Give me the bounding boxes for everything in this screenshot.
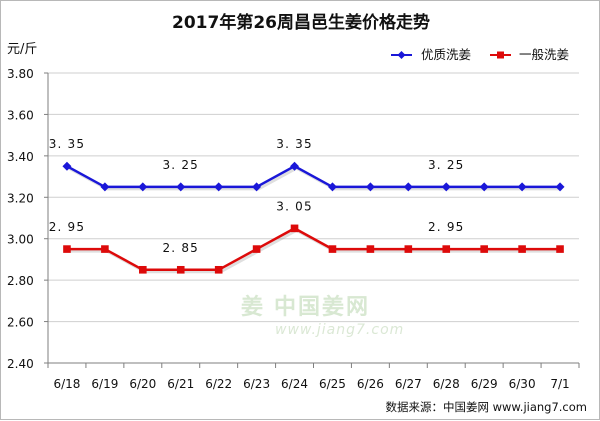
series-1-point-3 (176, 265, 185, 274)
series-0-point-4 (214, 182, 224, 192)
watermark-logo-icon: 姜 (241, 294, 265, 320)
series-1-point-9 (404, 245, 413, 253)
series-0-point-10 (441, 182, 451, 192)
watermark-url: www.jiang7.com (275, 322, 404, 338)
axes: 2.40 2.60 2.80 3.00 3.20 3.40 3.60 3.80 6/18 6/19… (7, 67, 580, 391)
legend-square-icon (497, 51, 504, 59)
x-tick-label-6-22: 6/22 (205, 377, 232, 391)
x-tick-label-6-23: 6/23 (243, 377, 270, 391)
series-0-point-11 (479, 182, 489, 192)
x-tick-label-6-18: 6/18 (53, 377, 80, 391)
series-line-1 (66, 226, 561, 272)
series-1-point-2 (139, 265, 147, 274)
x-tick-label-6-30: 6/30 (509, 377, 536, 391)
y-tick-label-3.60: 3.60 (7, 108, 34, 122)
x-tick-label-6-21: 6/21 (167, 377, 194, 391)
y-tick-label-3.00: 3.00 (7, 233, 34, 247)
series-0-point-6 (290, 161, 300, 171)
series-1-point-8 (366, 245, 375, 253)
series-line-0 (66, 164, 561, 189)
x-tick-label-6-19: 6/19 (91, 377, 118, 391)
x-tick-label-6-28: 6/28 (433, 377, 460, 391)
legend-diamond-icon (397, 51, 406, 59)
data-label-5: 2. 85 (162, 241, 199, 255)
data-labels: 3. 35 3. 25 3. 35 3. 25 2. 95 2. 85 3. 05 2. 95 (49, 137, 465, 255)
watermark-text: 中国姜网 (274, 294, 370, 320)
series-1-point-1 (101, 245, 109, 253)
chart-title: 2017年第26周昌邑生姜价格走势 (172, 12, 430, 33)
series-1-point-5 (252, 245, 261, 253)
series-0-point-9 (403, 182, 413, 192)
series-1-point-0 (63, 245, 71, 253)
data-label-1: 3. 25 (162, 158, 199, 172)
y-tick-label-2.80: 2.80 (7, 274, 34, 288)
data-label-7: 2. 95 (428, 220, 465, 234)
series-0-point-5 (252, 182, 262, 192)
y-tick-label-3.80: 3.80 (7, 67, 34, 81)
series-0-point-8 (365, 182, 375, 192)
legend-label-1: 一般洗姜 (519, 47, 569, 62)
watermark: 姜 中国姜网 www.jiang7.com (241, 294, 404, 338)
series-group (62, 161, 565, 274)
series-1-point-12 (518, 245, 526, 253)
y-tick-label-2.40: 2.40 (7, 357, 34, 371)
data-label-4: 2. 95 (49, 220, 86, 234)
series-0-point-0 (62, 161, 72, 171)
x-tick-label-6-27: 6/27 (395, 377, 422, 391)
series-1-point-10 (442, 245, 451, 253)
x-tick-label-6-26: 6/26 (357, 377, 384, 391)
data-label-6: 3. 05 (276, 199, 313, 213)
data-label-0: 3. 35 (49, 137, 86, 151)
series-1-point-11 (480, 245, 488, 253)
y-tick-label-3.20: 3.20 (7, 191, 34, 205)
source-note: 数据来源：中国姜网 www.jiang7.com (385, 400, 587, 414)
series-shadow-1 (68, 228, 563, 274)
series-1-point-13 (556, 245, 564, 253)
series-0-point-7 (327, 182, 337, 192)
y-tick-label-3.40: 3.40 (7, 150, 34, 164)
grid-lines (48, 72, 579, 323)
x-tick-label-6-29: 6/29 (471, 377, 498, 391)
legend-label-0: 优质洗姜 (421, 47, 471, 62)
data-label-3: 3. 25 (428, 158, 465, 172)
y-tick-label-2.60: 2.60 (7, 316, 34, 330)
series-1-point-4 (214, 265, 223, 274)
y-axis-label: 元/斤 (7, 42, 37, 57)
series-1-point-6 (290, 224, 299, 233)
x-tick-label-7-1: 7/1 (550, 377, 569, 391)
x-tick-label-6-24: 6/24 (281, 377, 308, 391)
series-0-point-12 (517, 182, 527, 192)
series-1-point-7 (328, 245, 337, 253)
series-0-point-2 (138, 182, 148, 192)
series-0-point-13 (555, 182, 565, 192)
x-tick-label-6-25: 6/25 (319, 377, 346, 391)
x-tick-label-6-20: 6/20 (129, 377, 156, 391)
series-0-point-1 (100, 182, 110, 192)
legend: 优质洗姜 一般洗姜 (391, 47, 569, 62)
series-0-point-3 (176, 182, 186, 192)
data-label-2: 3. 35 (276, 137, 313, 151)
